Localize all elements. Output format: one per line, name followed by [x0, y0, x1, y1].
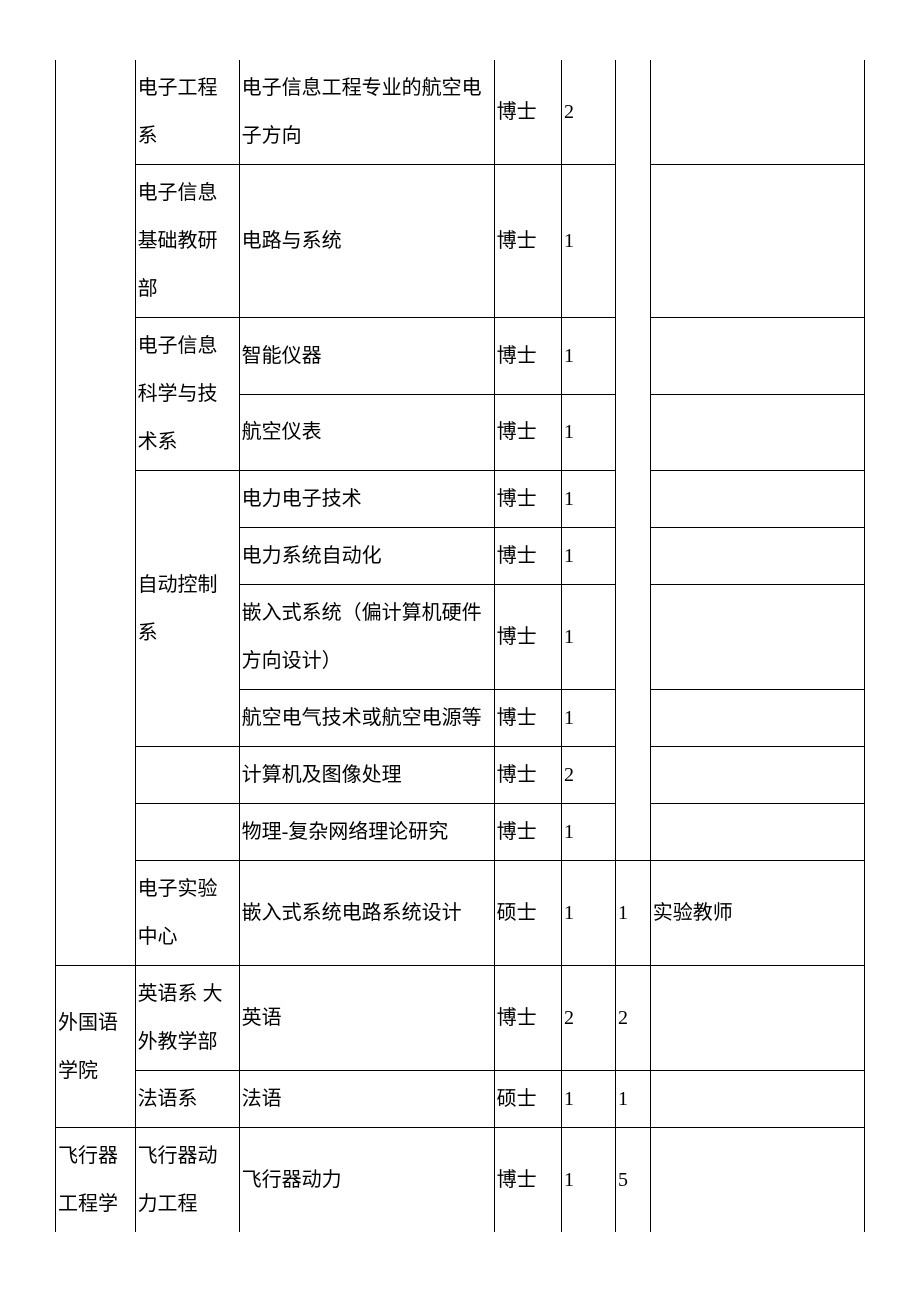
table-row: 电子实验中心 嵌入式系统电路系统设计 硕士 1 1 实验教师: [56, 861, 865, 966]
cell-degree: 博士: [494, 528, 561, 585]
cell-degree: 博士: [494, 966, 561, 1071]
cell-subtotal: 2: [616, 966, 651, 1071]
cell-subtotal: [616, 60, 651, 861]
cell-dept: [135, 747, 239, 804]
cell-major: 嵌入式系统电路系统设计: [239, 861, 494, 966]
cell-dept: [135, 804, 239, 861]
table-row: 电子信息科学与技术系 智能仪器 博士 1: [56, 318, 865, 395]
table-row: 电子工程系 电子信息工程专业的航空电子方向 博士 2: [56, 60, 865, 165]
cell-degree: 博士: [494, 1128, 561, 1233]
cell-note: [650, 747, 864, 804]
cell-note: [650, 1128, 864, 1233]
cell-note: [650, 318, 864, 395]
cell-degree: 博士: [494, 690, 561, 747]
cell-count: 1: [561, 1128, 615, 1233]
cell-note: [650, 528, 864, 585]
cell-count: 1: [561, 804, 615, 861]
table-row: 自动控制系 电力电子技术 博士 1: [56, 471, 865, 528]
table-row: 电子信息基础教研部 电路与系统 博士 1: [56, 165, 865, 318]
cell-college: 飞行器工程学: [56, 1128, 136, 1233]
cell-note: [650, 585, 864, 690]
cell-major: 航空电气技术或航空电源等: [239, 690, 494, 747]
cell-major: 电路与系统: [239, 165, 494, 318]
cell-dept: 电子信息基础教研部: [135, 165, 239, 318]
cell-degree: 博士: [494, 60, 561, 165]
cell-degree: 博士: [494, 165, 561, 318]
cell-major: 电力系统自动化: [239, 528, 494, 585]
cell-major: 电力电子技术: [239, 471, 494, 528]
cell-major: 航空仪表: [239, 394, 494, 471]
cell-dept: 飞行器动力工程: [135, 1128, 239, 1233]
cell-college: 外国语学院: [56, 966, 136, 1128]
cell-subtotal: 1: [616, 861, 651, 966]
cell-count: 1: [561, 690, 615, 747]
cell-dept: 电子工程系: [135, 60, 239, 165]
cell-count: 1: [561, 394, 615, 471]
cell-subtotal: 5: [616, 1128, 651, 1233]
cell-degree: 硕士: [494, 861, 561, 966]
table-row: 物理-复杂网络理论研究 博士 1: [56, 804, 865, 861]
cell-dept: 英语系 大外教学部: [135, 966, 239, 1071]
table-row: 法语系 法语 硕士 1 1: [56, 1071, 865, 1128]
cell-count: 2: [561, 747, 615, 804]
recruitment-table: 电子工程系 电子信息工程专业的航空电子方向 博士 2 电子信息基础教研部 电路与…: [55, 60, 865, 1232]
cell-count: 1: [561, 861, 615, 966]
cell-major: 法语: [239, 1071, 494, 1128]
cell-major: 物理-复杂网络理论研究: [239, 804, 494, 861]
table-row: 计算机及图像处理 博士 2: [56, 747, 865, 804]
cell-count: 1: [561, 528, 615, 585]
cell-degree: 博士: [494, 747, 561, 804]
table-row: 飞行器工程学 飞行器动力工程 飞行器动力 博士 1 5: [56, 1128, 865, 1233]
cell-count: 1: [561, 318, 615, 395]
cell-dept: 电子信息科学与技术系: [135, 318, 239, 471]
cell-note: [650, 165, 864, 318]
table-row: 外国语学院 英语系 大外教学部 英语 博士 2 2: [56, 966, 865, 1071]
cell-major: 嵌入式系统（偏计算机硬件方向设计）: [239, 585, 494, 690]
cell-subtotal: 1: [616, 1071, 651, 1128]
cell-count: 2: [561, 966, 615, 1071]
cell-degree: 博士: [494, 471, 561, 528]
cell-count: 1: [561, 165, 615, 318]
cell-note: [650, 804, 864, 861]
cell-note: [650, 1071, 864, 1128]
cell-degree: 博士: [494, 394, 561, 471]
cell-major: 智能仪器: [239, 318, 494, 395]
cell-major: 电子信息工程专业的航空电子方向: [239, 60, 494, 165]
cell-college: [56, 60, 136, 966]
cell-note: [650, 394, 864, 471]
cell-dept: 电子实验中心: [135, 861, 239, 966]
cell-note: [650, 690, 864, 747]
cell-degree: 博士: [494, 585, 561, 690]
cell-note: [650, 60, 864, 165]
cell-major: 英语: [239, 966, 494, 1071]
cell-degree: 博士: [494, 804, 561, 861]
cell-count: 1: [561, 1071, 615, 1128]
cell-degree: 博士: [494, 318, 561, 395]
cell-dept: 法语系: [135, 1071, 239, 1128]
cell-count: 1: [561, 585, 615, 690]
cell-degree: 硕士: [494, 1071, 561, 1128]
cell-count: 1: [561, 471, 615, 528]
cell-major: 飞行器动力: [239, 1128, 494, 1233]
cell-count: 2: [561, 60, 615, 165]
cell-note: [650, 471, 864, 528]
cell-dept: 自动控制系: [135, 471, 239, 747]
cell-major: 计算机及图像处理: [239, 747, 494, 804]
cell-note: 实验教师: [650, 861, 864, 966]
cell-note: [650, 966, 864, 1071]
